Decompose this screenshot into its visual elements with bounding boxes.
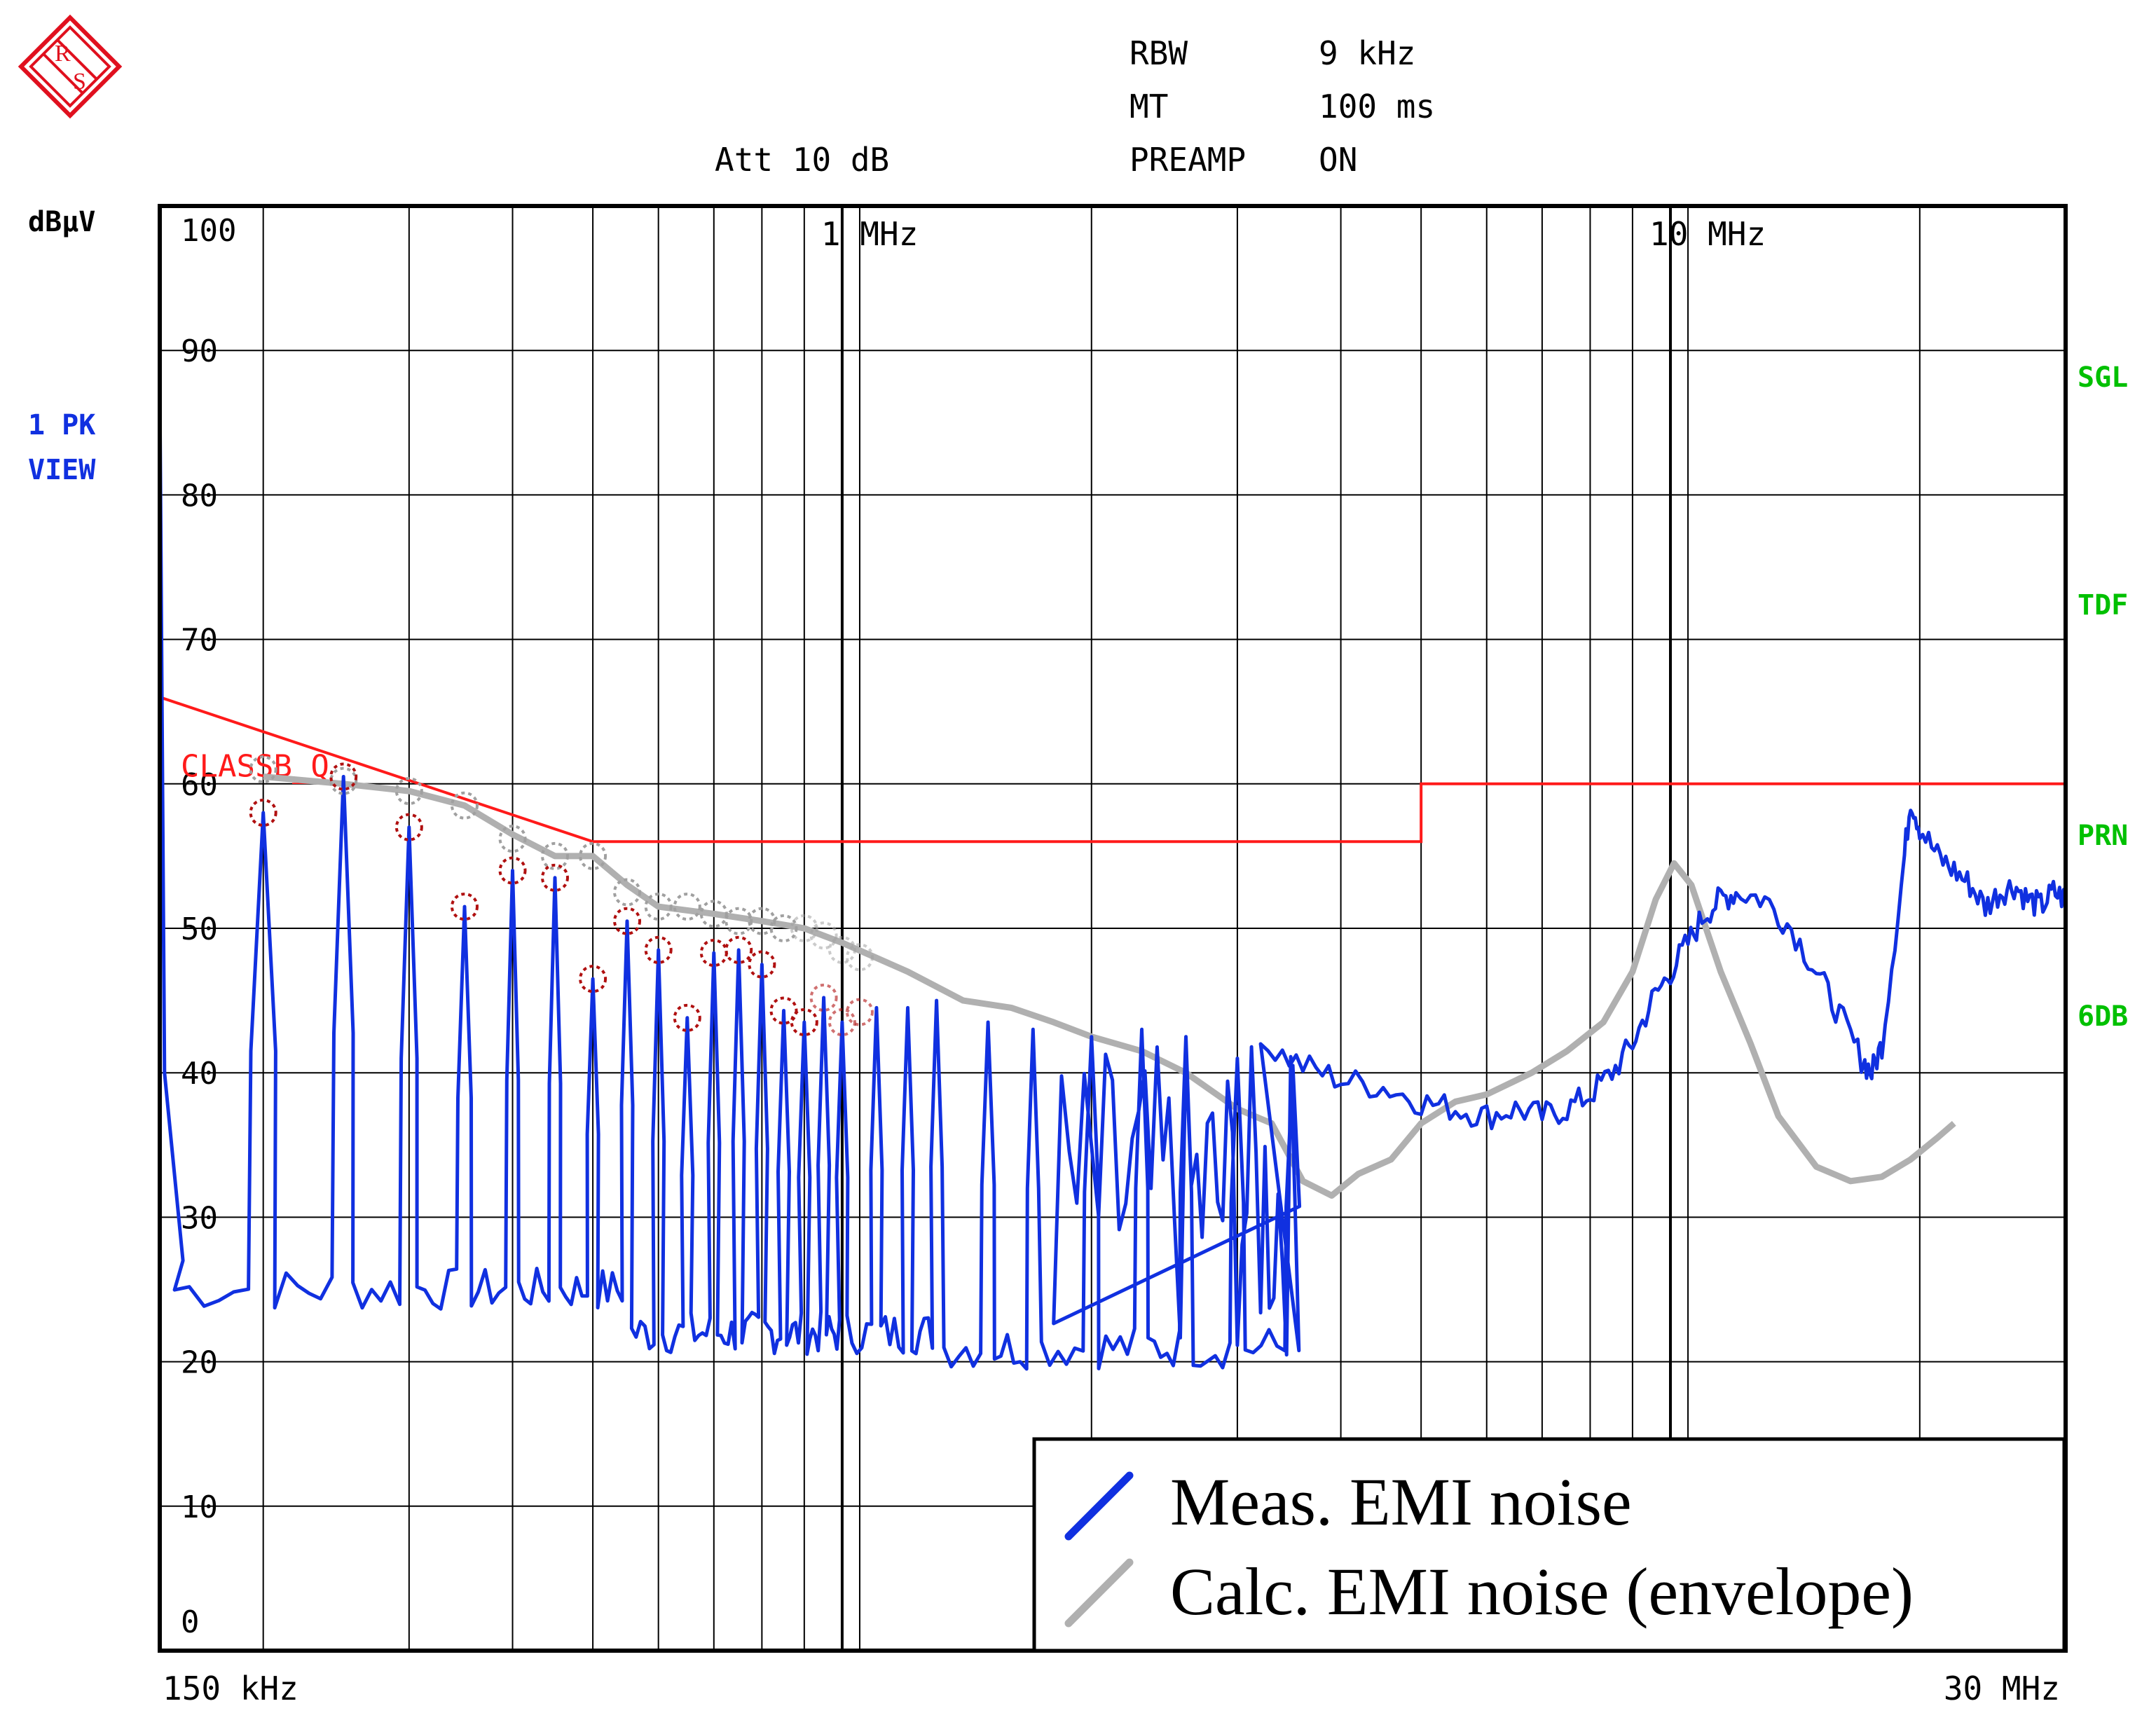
marker-calculated-17 [845, 943, 874, 972]
marker-calculated-0 [249, 755, 277, 784]
legend-box [1032, 1437, 2066, 1653]
y-tick-label-9: 10 [181, 1490, 218, 1525]
marker-measured-8 [644, 935, 673, 964]
marker-calculated-15 [809, 921, 838, 950]
flag-tdf: TDF [2078, 589, 2128, 621]
att-label: Att 10 dB [715, 141, 889, 179]
legend-label-measured: Meas. EMI noise [1170, 1464, 1632, 1539]
marker-measured-9 [673, 1003, 701, 1032]
y-tick-label-4: 60 [181, 767, 218, 803]
flag-prn: PRN [2078, 820, 2128, 852]
flag-6db: 6DB [2078, 1000, 2128, 1033]
legend-label-calculated: Calc. EMI noise (envelope) [1170, 1554, 1914, 1629]
y-tick-label-8: 20 [181, 1345, 218, 1381]
marker-calculated-12 [748, 907, 776, 935]
mt-value: 100 ms [1319, 88, 1435, 125]
marker-measured-7 [613, 907, 642, 935]
y-tick-label-5: 50 [181, 911, 218, 947]
marker-measured-15 [809, 983, 838, 1012]
preamp-value: ON [1319, 141, 1357, 179]
calculated-envelope-line [263, 773, 1956, 1199]
trace-label-1: 1 PK [28, 409, 95, 441]
y-tick-label-3: 70 [181, 623, 218, 659]
y-tick-label-10: 0 [181, 1604, 200, 1640]
limit-line-path [159, 696, 2066, 844]
marker-measured-13 [769, 996, 798, 1025]
limit-line: CLASSB_Q [159, 696, 2066, 844]
marker-calculated-3 [450, 791, 479, 820]
trace-label-2: VIEW [28, 454, 96, 486]
legend-swatch-calculated [1064, 1558, 1134, 1628]
preamp-label: PREAMP [1130, 141, 1246, 179]
x-end-label: 30 MHz [1944, 1670, 2060, 1707]
marker-measured-1 [329, 762, 358, 791]
marker-measured-2 [394, 813, 423, 841]
marker-calculated-7 [613, 878, 642, 907]
marker-measured-17 [845, 998, 874, 1026]
y-tick-label-6: 40 [181, 1056, 218, 1092]
svg-text:S: S [73, 69, 86, 95]
svg-text:R: R [55, 41, 71, 67]
measured-trace [158, 379, 2068, 1371]
marker-calculated-5 [540, 841, 569, 870]
x-annotation-0: 1 MHz [821, 215, 918, 253]
marker-calculated-10 [699, 900, 728, 928]
legend-swatch-measured [1064, 1471, 1134, 1541]
x-axis-annotations: 1 MHz 10 MHz [821, 215, 1766, 253]
unit-label: dBµV [28, 206, 95, 238]
marker-calculated-16 [828, 935, 856, 964]
calculated-envelope [263, 773, 1956, 1199]
marker-measured-14 [790, 1008, 818, 1037]
mt-label: MT [1130, 88, 1168, 125]
y-tick-label-2: 80 [181, 478, 218, 514]
rs-logo: R S [18, 14, 123, 119]
marker-calculated-8 [644, 893, 673, 921]
marker-calculated-9 [673, 893, 701, 921]
marker-measured-0 [249, 799, 277, 827]
marker-measured-16 [828, 1008, 856, 1037]
marker-measured-11 [725, 935, 753, 964]
marker-calculated-14 [790, 914, 818, 942]
y-tick-label-7: 30 [181, 1200, 218, 1236]
x-annotation-1: 10 MHz [1649, 215, 1766, 253]
y-tick-label-0: 100 [181, 213, 236, 249]
flag-sgl: SGL [2078, 362, 2128, 394]
marker-measured-4 [498, 856, 527, 885]
legend: Meas. EMI noise Calc. EMI noise (envelop… [1032, 1437, 2066, 1653]
marker-measured-6 [579, 965, 607, 993]
marker-calculated-6 [579, 841, 607, 870]
marker-measured-3 [450, 893, 479, 921]
marker-calculated-11 [725, 907, 753, 935]
rbw-label: RBW [1130, 34, 1188, 72]
marker-calculated-13 [769, 914, 798, 942]
peak-markers [249, 755, 874, 1037]
marker-measured-12 [748, 950, 776, 979]
marker-measured-5 [540, 863, 569, 892]
y-tick-label-1: 90 [181, 333, 218, 369]
marker-calculated-4 [498, 825, 527, 853]
measured-trace-line [158, 379, 2068, 1371]
rbw-value: 9 kHz [1319, 34, 1415, 72]
marker-calculated-1 [329, 766, 358, 795]
x-start-label: 150 kHz [163, 1670, 298, 1707]
marker-calculated-2 [394, 777, 423, 806]
